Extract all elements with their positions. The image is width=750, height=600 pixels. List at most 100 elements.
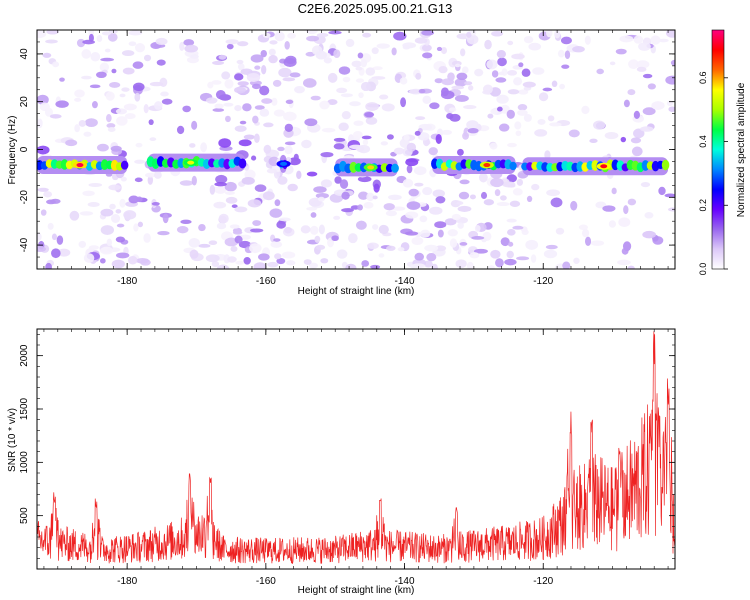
colorbar-gradient — [712, 30, 724, 269]
y-tick-label: -20 — [19, 190, 30, 205]
spectral-blob — [511, 53, 525, 60]
spectral-blob — [517, 89, 529, 95]
spectral-blob — [82, 39, 96, 45]
spectral-blob — [115, 108, 127, 115]
y-tick-label: 40 — [19, 48, 30, 60]
spectral-blob — [190, 54, 199, 59]
spectral-blob — [365, 116, 378, 125]
spectral-blob — [665, 75, 675, 85]
spectral-blob — [532, 67, 545, 75]
spectral-blob — [638, 42, 651, 51]
spectral-blob — [501, 181, 516, 188]
colorbar: 0.0 0.2 0.4 0.6 Normalized spectral amplitu… — [698, 29, 747, 275]
spectral-blob — [225, 39, 239, 45]
spectral-blob — [547, 115, 555, 122]
spectral-blob — [338, 66, 351, 75]
spectral-blob — [454, 94, 469, 102]
spectral-blob — [421, 30, 435, 36]
spectral-blob — [315, 244, 326, 250]
spectral-blob — [101, 31, 112, 36]
spectral-blob — [351, 60, 362, 68]
spectral-blob — [507, 40, 514, 46]
spectral-blob — [546, 30, 553, 38]
spectral-blob — [463, 105, 477, 110]
colorbar-ticks: 0.0 0.2 0.4 0.6 — [698, 72, 728, 275]
spectral-blob — [157, 230, 170, 236]
spectral-blob — [621, 247, 629, 255]
spectral-blob — [281, 251, 296, 259]
spectral-blob — [589, 138, 598, 144]
spectral-blob — [110, 214, 121, 223]
spectrogram-panel: -180 -160 -140 -120 -40 -20 0 20 40 Height of s… — [7, 29, 676, 297]
spectral-blob — [51, 248, 61, 259]
spectral-blob — [454, 63, 461, 68]
spectral-blob — [421, 44, 432, 52]
spectral-blob — [497, 57, 507, 67]
spectral-blob — [267, 261, 279, 268]
spectral-blob — [208, 240, 218, 246]
spectral-blob — [234, 206, 248, 213]
spectral-blob — [496, 50, 506, 59]
spectral-blob — [240, 234, 251, 240]
spectral-blob — [153, 171, 162, 179]
spectral-blob — [144, 172, 156, 178]
spectral-blob — [136, 196, 143, 203]
spectral-blob — [261, 98, 273, 104]
spectral-blob — [306, 171, 318, 177]
spectral-blob — [355, 66, 363, 71]
spectral-blob — [284, 40, 290, 50]
spectral-blob — [434, 78, 444, 84]
y-tick-label: -40 — [19, 237, 30, 252]
ridge-core — [661, 159, 670, 171]
spectral-blob — [355, 220, 367, 230]
spectral-blob — [243, 256, 251, 265]
spectral-blob — [119, 198, 126, 208]
spectral-blob — [107, 32, 118, 42]
spectral-blob — [506, 109, 515, 119]
spectral-blob — [74, 89, 85, 98]
spectral-blob — [486, 59, 498, 70]
spectral-blob — [480, 191, 488, 199]
spectral-blob — [454, 78, 467, 87]
spectral-blob — [268, 48, 276, 56]
spectral-blob — [252, 115, 259, 124]
spectral-blob — [362, 139, 369, 146]
spectral-blob — [42, 52, 52, 58]
spectral-blob — [327, 99, 338, 105]
ridge-core — [238, 158, 247, 169]
spectral-blob — [261, 64, 267, 75]
spectral-blob — [43, 191, 53, 198]
spectral-blob — [365, 102, 379, 111]
spectral-blob — [491, 70, 499, 78]
spectral-blob — [273, 109, 285, 117]
spectral-blob — [37, 94, 49, 105]
spectral-blob — [309, 225, 319, 235]
spectral-blob — [149, 137, 157, 141]
snr-panel: -180 -160 -140 -120 500 1000 1500 2000 Height … — [7, 328, 676, 596]
spectral-blob — [211, 80, 222, 85]
spectral-blob — [99, 246, 114, 255]
spectral-blob — [474, 68, 484, 77]
spectral-blob — [627, 89, 636, 96]
spectral-blob — [668, 106, 675, 112]
spectral-blob — [372, 195, 378, 200]
spectral-blob — [242, 103, 252, 112]
spectral-blob — [184, 44, 199, 53]
spectral-blob — [496, 94, 509, 104]
spectral-blob — [397, 247, 405, 252]
spectral-blob — [95, 71, 107, 78]
spectral-blob — [581, 105, 590, 115]
spectral-blob — [371, 47, 379, 55]
spectral-blob — [272, 79, 282, 87]
spectral-blob — [176, 225, 189, 234]
spectral-blob — [214, 103, 224, 109]
spectral-blob — [595, 201, 607, 209]
spectral-blob — [100, 57, 114, 62]
spectral-blob — [37, 232, 42, 241]
spectral-blob — [123, 210, 137, 220]
spectral-blob — [51, 233, 58, 241]
spectral-blob — [244, 169, 256, 180]
spectral-blob — [670, 59, 675, 66]
spectral-blob — [47, 222, 54, 230]
spectral-blob — [602, 205, 616, 212]
